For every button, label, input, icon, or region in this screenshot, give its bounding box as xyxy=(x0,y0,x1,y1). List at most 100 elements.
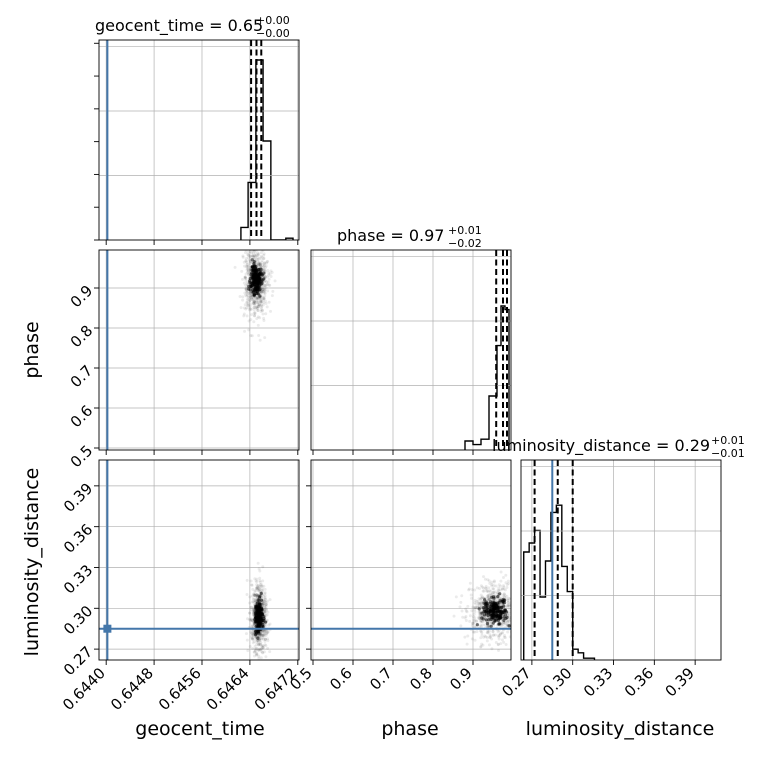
density-point xyxy=(261,287,265,291)
density-point xyxy=(247,273,251,277)
density-point xyxy=(509,601,511,605)
density-point xyxy=(247,272,251,276)
density-point xyxy=(506,601,510,605)
density-point xyxy=(251,647,255,651)
density-point xyxy=(247,618,251,622)
density-point xyxy=(251,254,255,258)
density-core-point xyxy=(258,270,262,274)
density-point xyxy=(484,585,488,589)
density-point xyxy=(267,271,271,275)
density-point xyxy=(260,261,264,265)
density-point xyxy=(249,295,253,299)
density-point xyxy=(263,594,267,598)
density-point xyxy=(479,603,483,607)
density-point xyxy=(501,575,505,579)
density-point xyxy=(262,256,266,260)
density-point xyxy=(491,630,495,634)
density-point xyxy=(492,580,496,584)
density-point xyxy=(513,597,516,600)
density-point xyxy=(261,646,265,650)
density-point xyxy=(261,664,264,667)
density-point xyxy=(253,312,257,316)
density-point xyxy=(258,316,262,320)
density-point xyxy=(260,647,264,651)
y-axis-label-luminosity-distance: luminosity_distance xyxy=(21,468,43,657)
density-point xyxy=(464,618,468,622)
density-point xyxy=(262,296,266,300)
y-tick-label: 0.30 xyxy=(60,602,96,638)
density-point xyxy=(245,638,249,642)
density-point xyxy=(485,589,489,593)
density-point xyxy=(260,644,264,648)
density-point xyxy=(262,633,266,637)
density-point xyxy=(246,649,250,653)
density-point xyxy=(265,232,268,235)
density-core-point xyxy=(484,600,488,604)
density-point xyxy=(252,593,256,597)
density-point xyxy=(262,609,266,613)
density-point xyxy=(263,288,267,292)
density-point xyxy=(248,255,252,259)
density-point xyxy=(487,596,491,600)
density-points xyxy=(244,561,272,667)
density-point xyxy=(254,653,258,657)
density-point xyxy=(479,644,483,648)
density-point xyxy=(478,613,482,617)
density-point xyxy=(266,639,270,643)
density-point xyxy=(246,293,250,297)
density-point xyxy=(242,260,246,264)
density-point xyxy=(248,254,252,258)
density-point xyxy=(253,644,257,648)
title-phase: phase = 0.97 +0.01 −0.02 xyxy=(337,224,482,250)
density-point xyxy=(256,253,260,257)
density-point xyxy=(263,299,267,303)
density-point xyxy=(517,601,520,604)
density-point xyxy=(258,580,262,584)
density-point xyxy=(246,253,250,257)
density-point xyxy=(505,620,509,624)
density-core-point xyxy=(256,636,260,640)
density-point xyxy=(261,646,265,650)
density-point xyxy=(482,575,486,579)
density-point xyxy=(252,306,256,310)
density-point xyxy=(242,314,246,318)
density-core-point xyxy=(501,597,505,601)
density-point xyxy=(240,269,244,273)
density-point xyxy=(245,263,249,267)
density-point xyxy=(486,596,490,600)
density-point xyxy=(255,305,259,309)
density-point xyxy=(247,306,251,310)
density-point xyxy=(480,601,484,605)
density-point xyxy=(473,630,477,634)
density-point xyxy=(255,586,259,590)
density-point xyxy=(516,616,519,619)
density-core-point xyxy=(498,622,502,626)
density-point xyxy=(256,640,260,644)
density-point xyxy=(262,291,266,295)
density-point xyxy=(242,246,245,249)
density-point xyxy=(536,623,539,626)
density-point xyxy=(250,313,254,317)
density-point xyxy=(504,642,508,646)
density-point xyxy=(255,256,259,260)
density-point xyxy=(483,634,487,638)
density-core-point xyxy=(257,602,262,606)
density-core-point xyxy=(491,602,495,606)
density-point xyxy=(473,601,477,605)
density-point xyxy=(502,587,506,591)
density-point xyxy=(475,630,479,634)
density-point xyxy=(247,269,251,273)
density-point xyxy=(486,630,490,634)
density-core-point xyxy=(482,610,486,614)
density-point xyxy=(263,608,267,612)
density-point xyxy=(265,631,269,635)
density-point xyxy=(481,623,485,627)
density-point xyxy=(246,290,250,294)
density-point xyxy=(252,314,256,318)
density-point xyxy=(478,629,482,633)
density-point xyxy=(259,641,263,645)
density-point xyxy=(254,254,258,258)
density-point xyxy=(233,265,237,269)
density-point xyxy=(250,251,254,255)
